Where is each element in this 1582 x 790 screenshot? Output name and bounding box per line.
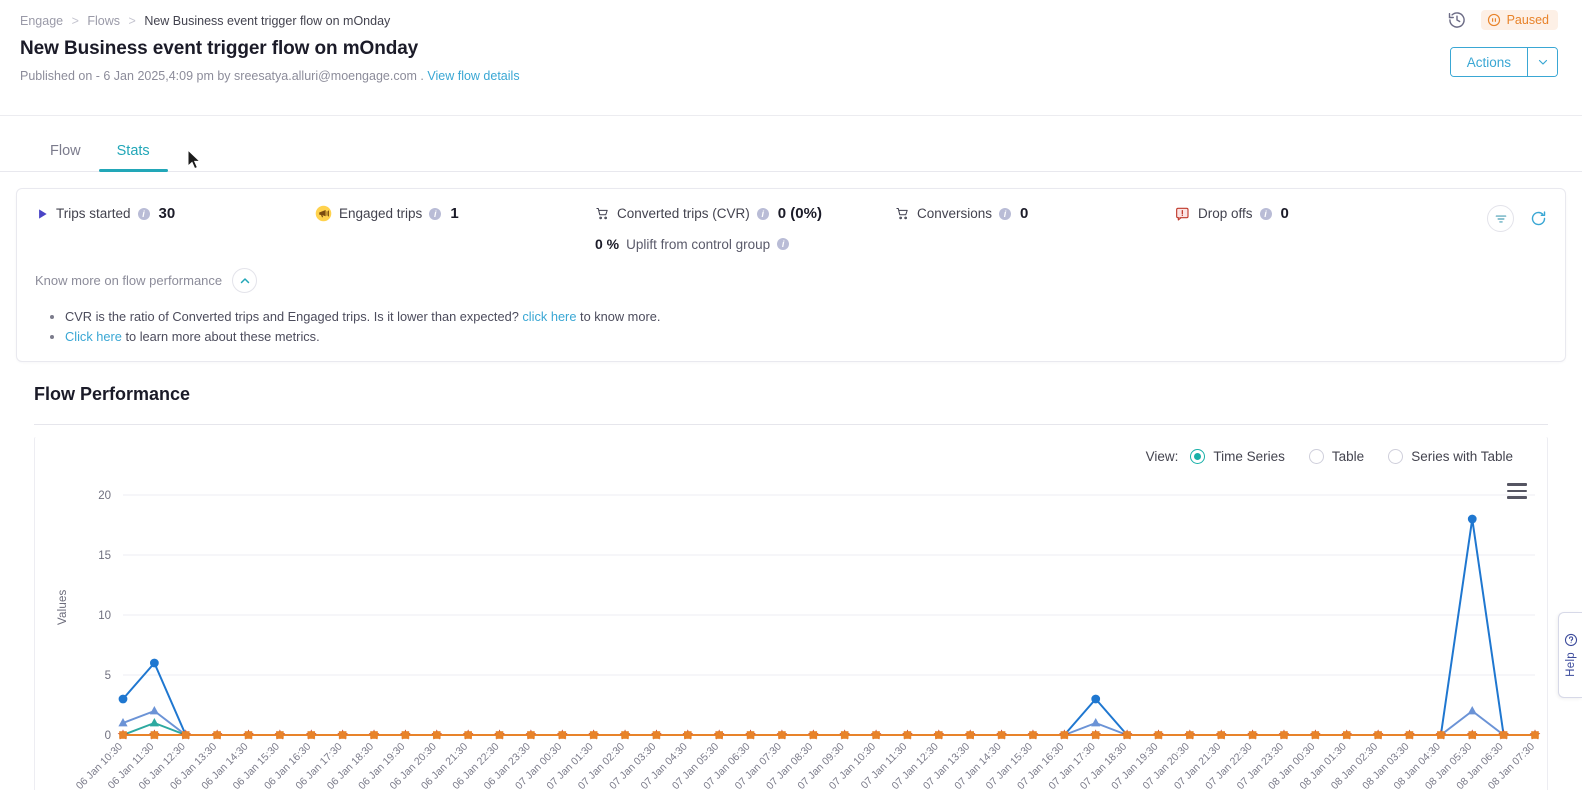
metric-converted-trips-block: Converted trips (CVR) i 0 (0%) 0 % Uplif…	[595, 205, 895, 252]
info-icon[interactable]: i	[137, 207, 150, 220]
bullet-text-post: to learn more about these metrics.	[121, 329, 320, 344]
chevron-down-icon[interactable]	[1527, 48, 1557, 76]
chart-card: View: Time Series Table Series with Tabl…	[34, 437, 1548, 790]
svg-text:10: 10	[98, 610, 111, 622]
metrics-click-here-link[interactable]: Click here	[65, 329, 122, 344]
list-item: CVR is the ratio of Converted trips and …	[65, 307, 1547, 327]
flow-performance-title: Flow Performance	[34, 384, 191, 404]
metric-drop-offs: Drop offs i 0	[1175, 205, 1547, 222]
chart-plot-area: Values 0 5 10 15 20 06 Jan 10:30 06 Jan 11:30 0…	[35, 465, 1547, 790]
view-flow-details-link[interactable]: View flow details	[427, 69, 520, 83]
radio-label: Table	[1331, 449, 1365, 464]
hamburger-menu-icon[interactable]	[1507, 483, 1527, 503]
status-badge: Paused	[1480, 10, 1558, 30]
metrics-row: Trips started i 30 Engaged trips i 1	[35, 205, 1547, 252]
breadcrumb-item-engage[interactable]: Engage	[20, 14, 64, 28]
svg-text:5: 5	[105, 670, 111, 682]
metric-conversions: Conversions i 0	[895, 205, 1175, 222]
header-actions: Paused Actions	[1447, 10, 1558, 77]
flow-performance-section: Flow Performance	[34, 384, 1548, 425]
know-more-label: Know more on flow performance	[35, 273, 223, 288]
metric-value: 30	[158, 205, 176, 222]
view-label: View:	[1145, 449, 1179, 464]
card-tools	[1487, 205, 1547, 232]
svg-text:0: 0	[105, 730, 111, 742]
metrics-card: Trips started i 30 Engaged trips i 1	[16, 188, 1566, 362]
cart-icon	[596, 208, 608, 220]
metric-label: Engaged trips	[339, 206, 423, 221]
question-circle-icon	[1564, 633, 1577, 647]
megaphone-icon	[315, 205, 332, 222]
list-item: Click here to learn more about these met…	[65, 327, 1547, 347]
metric-label: Converted trips (CVR)	[617, 206, 750, 221]
metric-engaged-trips: Engaged trips i 1	[315, 205, 595, 222]
metric-label: Drop offs	[1198, 206, 1253, 221]
metric-value: 0	[1280, 205, 1289, 222]
metric-value: 0 (0%)	[777, 205, 822, 222]
status-label: Paused	[1506, 13, 1549, 27]
metric-converted-trips: Converted trips (CVR) i 0 (0%)	[595, 205, 895, 222]
metric-label: Conversions	[917, 206, 993, 221]
radio-series-with-table[interactable]: Series with Table	[1388, 449, 1513, 464]
published-info: Published on - 6 Jan 2025,4:09 pm by sre…	[20, 69, 1554, 83]
chevron-up-icon[interactable]	[232, 268, 258, 293]
metric-label: Trips started	[56, 206, 131, 221]
know-more-row: Know more on flow performance	[35, 268, 1547, 293]
uplift-label: Uplift from control group	[626, 236, 771, 252]
refresh-icon[interactable]	[1530, 210, 1547, 227]
status-row: Paused	[1447, 10, 1558, 30]
radio-table[interactable]: Table	[1308, 449, 1365, 464]
divider	[34, 424, 1548, 425]
uplift-value: 0 %	[595, 236, 620, 252]
actions-button[interactable]: Actions	[1450, 48, 1527, 76]
actions-dropdown[interactable]: Actions	[1449, 47, 1558, 77]
page-header: Engage > Flows > New Business event trig…	[0, 0, 1582, 116]
radio-label: Time Series	[1213, 449, 1285, 464]
breadcrumb-separator: >	[71, 14, 79, 28]
tab-stats[interactable]: Stats	[98, 143, 168, 172]
info-icon[interactable]: i	[756, 207, 769, 220]
radio-time-series[interactable]: Time Series	[1190, 449, 1285, 464]
radio-button[interactable]	[1388, 449, 1404, 464]
uplift-row: 0 % Uplift from control group i	[595, 236, 895, 252]
svg-text:20: 20	[98, 490, 111, 502]
help-tab[interactable]: Help	[1558, 612, 1582, 698]
dropoff-icon	[1176, 207, 1189, 221]
bullet-text-post: to know more.	[576, 309, 661, 324]
cart-icon	[896, 208, 908, 220]
published-text: Published on - 6 Jan 2025,4:09 pm by sre…	[20, 69, 424, 83]
info-icon[interactable]: i	[999, 207, 1012, 220]
chart-y-axis-label: Values	[57, 589, 69, 625]
radio-label: Series with Table	[1411, 449, 1513, 464]
info-icon[interactable]: i	[777, 238, 790, 250]
cvr-click-here-link[interactable]: click here	[522, 309, 577, 324]
metric-value: 1	[450, 205, 459, 222]
breadcrumb: Engage > Flows > New Business event trig…	[20, 12, 1554, 30]
radio-button[interactable]	[1190, 449, 1206, 464]
help-label: Help	[1564, 652, 1577, 677]
breadcrumb-separator: >	[128, 14, 136, 28]
page-title: New Business event trigger flow on mOnda…	[20, 38, 419, 59]
breadcrumb-item-flows[interactable]: Flows	[87, 14, 121, 28]
svg-text:15: 15	[98, 550, 111, 562]
radio-button[interactable]	[1308, 449, 1324, 464]
history-clock-icon[interactable]	[1447, 10, 1467, 30]
tab-bar: Flow Stats	[0, 116, 1582, 172]
view-selector: View: Time Series Table Series with Tabl…	[1146, 449, 1527, 464]
filter-icon[interactable]	[1487, 205, 1514, 232]
info-icon[interactable]: i	[1259, 207, 1272, 220]
metric-value: 0	[1020, 205, 1029, 222]
metric-trips-started: Trips started i 30	[35, 205, 315, 222]
pause-icon	[1487, 13, 1500, 27]
tab-flow[interactable]: Flow	[50, 143, 81, 159]
metrics-help-bullets: CVR is the ratio of Converted trips and …	[35, 307, 1547, 347]
play-triangle-icon	[39, 208, 47, 219]
bullet-text-pre: CVR is the ratio of Converted trips and …	[65, 309, 523, 324]
info-icon[interactable]: i	[429, 207, 442, 220]
breadcrumb-item-current: New Business event trigger flow on mOnda…	[144, 14, 391, 28]
